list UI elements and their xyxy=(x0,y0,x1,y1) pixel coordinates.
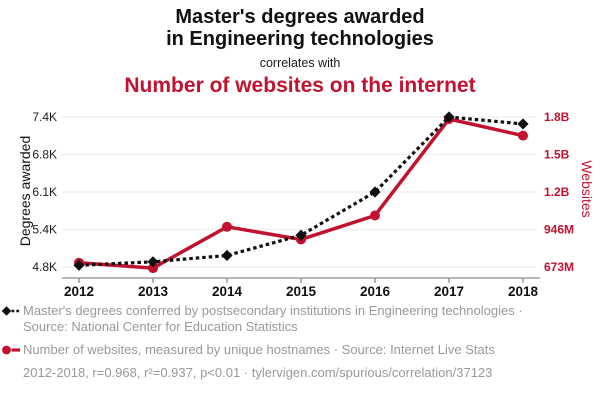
x-axis-tick-label: 2018 xyxy=(508,284,539,299)
left-axis-title: Degrees awarded xyxy=(17,135,33,247)
left-axis-tick-label: 6.1K xyxy=(32,185,57,199)
right-axis-tick-label: 946M xyxy=(544,223,574,237)
masters-degrees-marker xyxy=(147,256,159,268)
page-title: Master's degrees awarded in Engineering … xyxy=(0,6,600,50)
legend-item-websites: Number of websites, measured by unique h… xyxy=(1,342,591,358)
x-axis-tick-label: 2016 xyxy=(360,284,391,299)
right-axis-tick-label: 673M xyxy=(544,260,574,274)
chart-header: Master's degrees awarded in Engineering … xyxy=(0,6,600,97)
x-axis-tick-label: 2017 xyxy=(434,284,464,299)
stats-line: 2012-2018, r=0.968, r²=0.937, p<0.01 · t… xyxy=(23,365,493,380)
legend-label-masters-degrees: Master's degrees conferred by postsecond… xyxy=(23,303,523,334)
x-axis-tick-label: 2012 xyxy=(64,284,94,299)
websites-marker xyxy=(518,130,528,141)
chart-svg: 4.8K 673M 5.4K 946M 6.1K 1.2B 6.8K 1.5B 7.4K 1.8B… xyxy=(32,110,574,299)
left-axis-tick-label: 7.4K xyxy=(32,110,57,124)
right-axis-title: Websites xyxy=(579,160,595,218)
right-axis-tick-label: 1.8B xyxy=(544,110,570,124)
page-title-line2: in Engineering technologies xyxy=(166,28,434,50)
x-axis-tick-label: 2015 xyxy=(286,284,317,299)
page-title-line1: Master's degrees awarded xyxy=(175,6,425,28)
websites-line xyxy=(78,117,524,270)
secondary-title: Number of websites on the internet xyxy=(124,74,476,97)
legend-label-websites: Number of websites, measured by unique h… xyxy=(23,342,495,357)
masters-degrees-marker xyxy=(369,186,381,198)
diamond-dashed-line-icon xyxy=(1,306,20,316)
masters-degrees-marker xyxy=(443,111,455,123)
x-axis-tick-label: 2013 xyxy=(138,284,169,299)
legend: Master's degrees conferred by postsecond… xyxy=(1,303,591,380)
left-axis-tick-label: 5.4K xyxy=(32,223,57,237)
right-axis-tick-label: 1.5B xyxy=(544,148,570,162)
masters-degrees-marker xyxy=(73,259,85,271)
correlates-with-text: correlates with xyxy=(259,56,341,70)
left-axis-tick-label: 4.8K xyxy=(32,260,57,274)
masters-degrees-marker xyxy=(221,249,233,262)
left-axis-tick-label: 6.8K xyxy=(32,148,57,162)
websites-marker xyxy=(222,221,232,232)
x-axis-tick-label: 2014 xyxy=(212,284,243,299)
masters-degrees-marker xyxy=(517,118,529,130)
websites-marker xyxy=(148,263,158,274)
masters-degrees-marker xyxy=(295,229,307,241)
websites-marker xyxy=(370,210,380,221)
circle-solid-line-icon xyxy=(2,345,20,355)
legend-item-masters-degrees: Master's degrees conferred by postsecond… xyxy=(1,303,591,335)
right-axis-tick-label: 1.2B xyxy=(544,185,570,199)
